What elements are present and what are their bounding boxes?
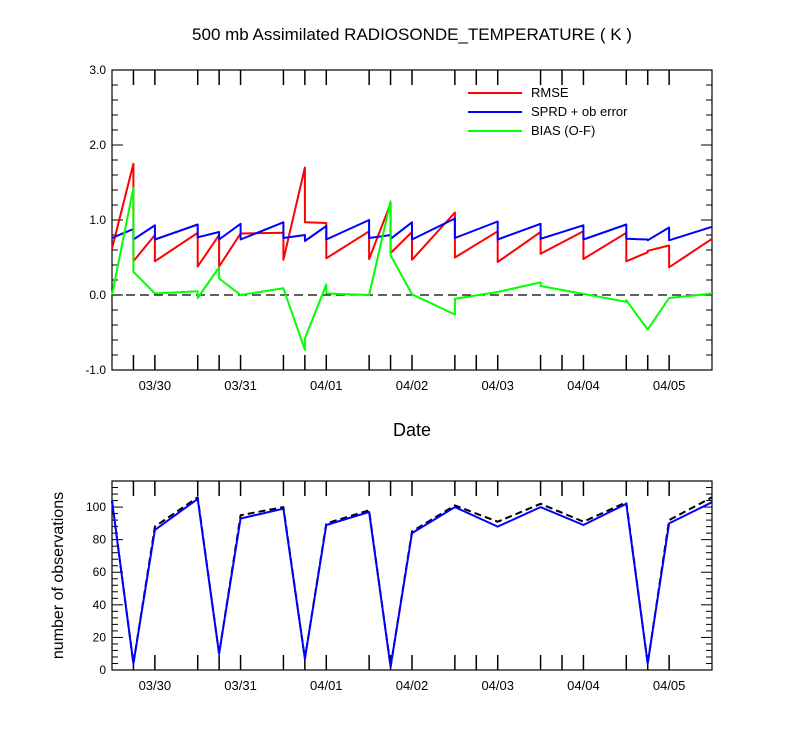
rmse-spread-bias-panel: -1.0 0.0 1.0 2.0 3.0 03/30 03/31 04/01 04/02 04/0…	[85, 25, 713, 440]
series-line-rmse	[111, 162, 713, 269]
series-line-sprd-ob-error	[111, 217, 713, 242]
y-tick-label: 0	[99, 663, 106, 677]
y-axis-title: number of observations	[50, 492, 67, 659]
x-tick-label: 04/04	[567, 678, 600, 693]
y-tick-label: 20	[93, 630, 107, 644]
x-tick-label: 03/30	[139, 378, 172, 393]
series-line-observations-dashed	[111, 496, 713, 668]
series-line-observations-solid	[111, 497, 713, 668]
x-tick-label: 03/31	[224, 378, 257, 393]
y-tick-label: 80	[93, 533, 107, 547]
x-axis-title: Date	[393, 420, 431, 440]
x-tick-label: 03/31	[224, 678, 257, 693]
plot-frame	[111, 480, 713, 671]
x-tick-label: 04/01	[310, 378, 343, 393]
x-tick-label: 04/03	[481, 378, 514, 393]
y-tick-label: -1.0	[85, 363, 106, 377]
x-tick-label: 04/02	[396, 378, 429, 393]
x-tick-label: 04/03	[481, 678, 514, 693]
x-tick-label: 04/05	[653, 378, 686, 393]
legend-label: RMSE	[531, 85, 569, 100]
y-tick-label: 2.0	[89, 138, 106, 152]
y-tick-label: 3.0	[89, 63, 106, 77]
y-tick-label: 100	[86, 500, 106, 514]
y-tick-label: 1.0	[89, 213, 106, 227]
observation-count-panel: 0 20 40 60 80 100 03/30 03/31 04/01 04/02 04/03 04/…	[50, 480, 713, 693]
y-tick-label: 60	[93, 565, 107, 579]
series-line-bias-o-f	[111, 186, 713, 351]
y-tick-label: 40	[93, 598, 107, 612]
chart-title: 500 mb Assimilated RADIOSONDE_TEMPERATUR…	[192, 25, 632, 44]
x-tick-label: 04/02	[396, 678, 429, 693]
x-tick-label: 04/01	[310, 678, 343, 693]
x-tick-label: 03/30	[139, 678, 172, 693]
x-tick-label: 04/05	[653, 678, 686, 693]
x-tick-label: 04/04	[567, 378, 600, 393]
legend-label: SPRD + ob error	[531, 104, 628, 119]
y-tick-label: 0.0	[89, 288, 106, 302]
legend-label: BIAS (O-F)	[531, 123, 595, 138]
